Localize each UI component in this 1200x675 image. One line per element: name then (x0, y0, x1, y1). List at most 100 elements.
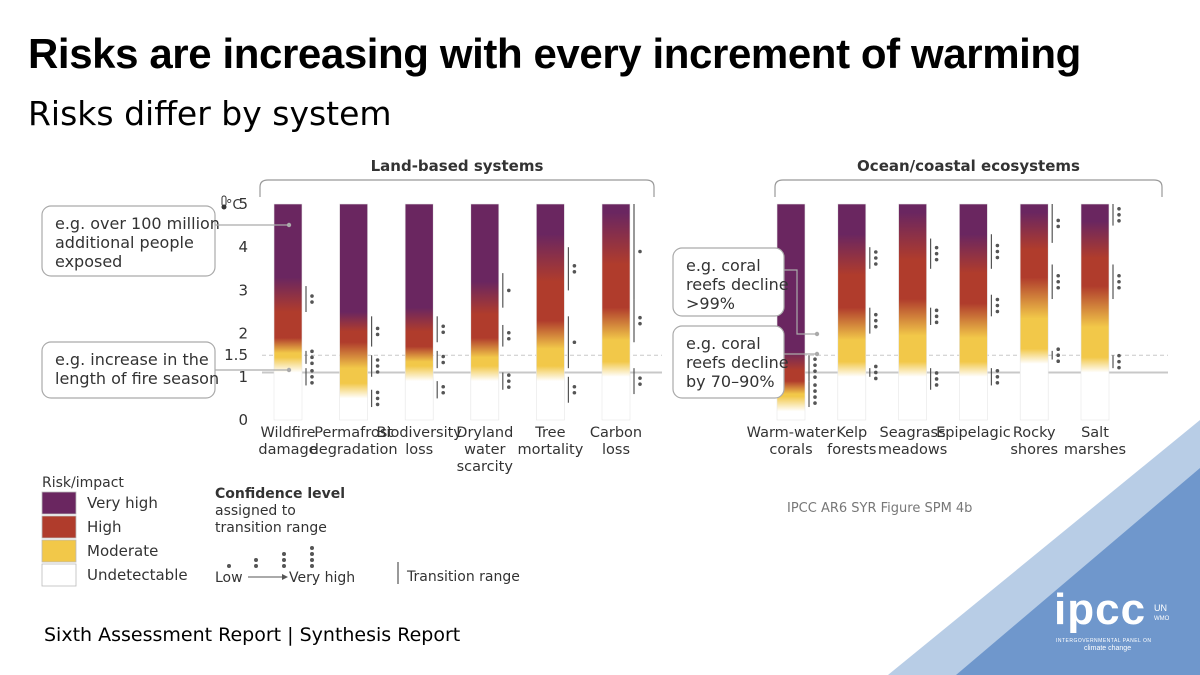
system-label: corals (769, 442, 812, 458)
page-subtitle: Risks differ by system (28, 94, 392, 133)
risk-chart: 0 1 1.5 2 3 4 5°C Land-based systems Wildfiredam… (41, 157, 1168, 587)
callout-coral-70-90-text: e.g. coral (686, 334, 761, 353)
legend-swatch (41, 491, 77, 515)
confidence-dot (310, 294, 314, 298)
callout-anchor-dot (286, 222, 292, 228)
callout-wildfire-over-100-million-box (41, 205, 216, 277)
risk-bar (536, 203, 565, 421)
system-label: shores (1010, 442, 1058, 458)
system-label: Kelp (836, 425, 867, 441)
legend-confidence-dot (254, 558, 258, 562)
group-title: Ocean/coastal ecosystems (857, 157, 1080, 175)
confidence-dot (813, 401, 817, 405)
corner-dark-triangle (956, 468, 1200, 675)
legend-item-label: Undetectable (87, 566, 188, 584)
system-label: Tree (534, 425, 565, 441)
legend-confidence-dot (282, 552, 286, 556)
callout-wildfire-over-100-million-text: e.g. over 100 million (55, 214, 220, 233)
source-caption: IPCC AR6 SYR Figure SPM 4b (787, 501, 972, 516)
confidence-dot (813, 389, 817, 393)
risk-bar (1019, 203, 1049, 421)
group-title: Land-based systems (371, 157, 544, 175)
confidence-dot (441, 384, 446, 389)
confidence-dot (638, 249, 642, 254)
callout-coral-70-90-text: by 70–90% (686, 372, 775, 391)
callout-coral-99-leader (784, 269, 817, 335)
confidence-subtitle: transition range (215, 520, 327, 536)
system-label: Wildfire (261, 425, 316, 441)
confidence-dot (934, 377, 939, 381)
confidence-dot (572, 384, 577, 389)
confidence-dot (572, 390, 577, 395)
group-bracket (259, 179, 655, 197)
footer-report-name: Sixth Assessment Report | Synthesis Repo… (44, 624, 461, 646)
system-label: damage (258, 442, 317, 458)
confidence-dot (874, 370, 878, 375)
confidence-dot (375, 390, 380, 395)
ipcc-logo-line2: climate change (1084, 645, 1132, 652)
confidence-dot (441, 360, 446, 365)
legend-swatch (41, 563, 77, 587)
legend-item-label: High (87, 518, 121, 536)
confidence-dot (1117, 207, 1121, 211)
callout-coral-70-90-text: reefs decline (686, 353, 789, 372)
legend-confidence-dot (310, 564, 314, 568)
legend-title: Risk/impact (42, 475, 124, 491)
system-label: forests (827, 442, 876, 458)
system-label: water (464, 442, 505, 458)
confidence-dot (995, 255, 1000, 260)
confidence-dot (934, 320, 939, 325)
confidence-dot (1117, 359, 1121, 364)
confidence-dot (995, 381, 1000, 385)
page-title: Risks are increasing with every incremen… (28, 30, 1081, 77)
callout-coral-99-text: reefs decline (686, 275, 789, 294)
confidence-dot (507, 330, 511, 335)
system-label: Warm-water (747, 425, 836, 441)
callout-coral-99-text: >99% (686, 294, 735, 313)
legend-confidence-dot (282, 558, 286, 562)
legend-confidence-dot (282, 564, 286, 568)
ipcc-logo-word: ipcc (1054, 585, 1147, 634)
risk-bar (404, 203, 434, 421)
confidence-dot (507, 379, 511, 383)
confidence-dot (310, 349, 314, 354)
legend-confidence-dot (310, 558, 314, 562)
callout-anchor-dot (814, 331, 820, 337)
y-tick-label: 1.5 (224, 346, 248, 364)
confidence-dot (441, 330, 446, 335)
system-label: loss (602, 442, 630, 458)
legend-confidence-dot (254, 564, 258, 568)
confidence-dot (507, 288, 511, 293)
confidence-dot (874, 376, 878, 381)
risk-bar (959, 203, 988, 421)
confidence-dot (813, 395, 817, 399)
system-label: scarcity (457, 459, 514, 475)
confidence-dot (934, 257, 939, 262)
legend-item-label: Moderate (87, 542, 158, 560)
system-label: Rocky (1013, 425, 1056, 441)
confidence-low-label: Low (215, 570, 243, 586)
confidence-dot (1117, 273, 1121, 278)
system-label: Biodiversity (376, 425, 462, 441)
confidence-dot (1056, 353, 1060, 358)
un-emblem: UN WMO (1154, 604, 1169, 624)
confidence-dot (1056, 224, 1060, 229)
legend-swatch (41, 515, 77, 539)
confidence-dot (1056, 273, 1060, 278)
confidence-dot (375, 370, 380, 374)
confidence-dot (310, 381, 314, 385)
confidence-dot (934, 314, 939, 319)
callout-anchor-dot (286, 367, 292, 373)
confidence-dot (441, 324, 446, 329)
legend-confidence-dot (310, 546, 314, 550)
system-label: mortality (517, 442, 583, 458)
confidence-dot (1056, 285, 1060, 290)
confidence-dot (1117, 213, 1121, 217)
ipcc-logo: ipcc UN WMO INTERGOVERNMENTAL PANEL ON c… (1054, 588, 1194, 658)
confidence-dot (995, 375, 1000, 379)
confidence-dot (874, 318, 878, 323)
confidence-dot (1117, 285, 1121, 290)
confidence-dot (813, 357, 817, 361)
confidence-dot (995, 369, 1000, 373)
